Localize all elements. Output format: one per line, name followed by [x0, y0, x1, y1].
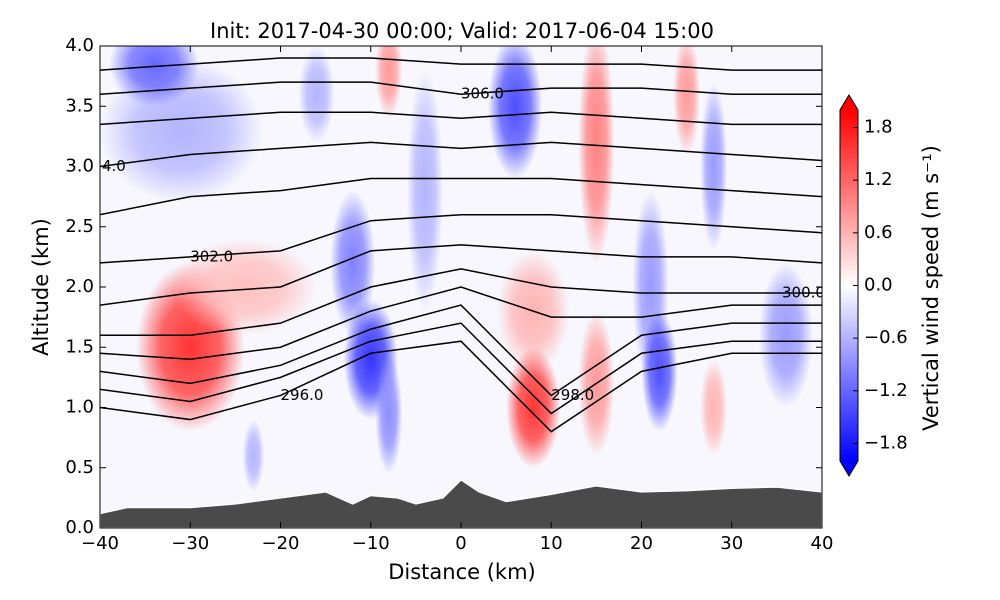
contour-label: 300.0: [782, 284, 825, 302]
colorbar-extend-min: [840, 461, 858, 476]
contour-label: 4.0: [102, 157, 126, 175]
y-tick-label: 3.0: [65, 156, 94, 177]
colorbar-tick-label: 0.6: [864, 222, 893, 243]
isentrope: [100, 322, 822, 415]
colorbar: [840, 110, 858, 461]
updraft-feature: [758, 262, 813, 408]
isentrope: [100, 213, 822, 264]
colorbar-tick-label: 1.8: [864, 117, 893, 138]
updraft-feature: [641, 311, 678, 432]
y-tick-label: 1.5: [65, 336, 94, 357]
isentrope: [100, 81, 822, 95]
colorbar-tick-label: −1.8: [864, 432, 908, 453]
updraft-feature: [242, 419, 265, 492]
y-tick-label: 2.5: [65, 216, 94, 237]
colorbar-tick-label: −0.6: [864, 327, 908, 348]
colorbar-extend-max: [840, 95, 858, 110]
colorbar-frame: [839, 94, 859, 477]
isentrope: [100, 268, 822, 336]
isentrope: [100, 57, 822, 71]
updraft-feature: [375, 353, 403, 474]
colorbar-tick-label: 0.0: [864, 275, 893, 296]
updraft-feature: [406, 70, 443, 312]
y-tick-label: 4.0: [65, 35, 94, 56]
x-axis-label: Distance (km): [388, 560, 536, 584]
updraft-feature: [506, 347, 561, 468]
contour-label: 302.0: [190, 247, 233, 265]
isentrope: [100, 244, 822, 306]
contour-label: 296.0: [281, 386, 324, 404]
field: 296.0 298.0 300.0 302.0 4.0 306.0: [100, 46, 825, 528]
y-tick-label: 0.5: [65, 457, 94, 478]
updraft-feature: [109, 46, 200, 107]
isentrope: [100, 340, 822, 433]
isentrope: [100, 111, 822, 126]
updraft-feature: [298, 46, 335, 143]
isentrope: [100, 286, 822, 361]
isentrope: [100, 177, 822, 216]
x-tick-label: 0: [455, 533, 466, 554]
x-tick-label: −20: [262, 533, 300, 554]
updraft-feature: [172, 238, 317, 336]
x-tick-label: 30: [720, 533, 743, 554]
y-tick-label: 0.0: [65, 517, 94, 538]
y-tick-label: 2.0: [65, 276, 94, 297]
x-tick-label: −10: [352, 533, 390, 554]
contour-label: 298.0: [551, 386, 594, 404]
chart-title: Init: 2017-04-30 00:00; Valid: 2017-06-0…: [210, 19, 714, 43]
updraft-feature: [375, 46, 403, 119]
colorbar-tick-label: 1.2: [864, 169, 893, 190]
updraft-feature: [488, 46, 543, 179]
x-tick-label: −30: [171, 533, 209, 554]
y-axis-label: Altitude (km): [29, 218, 53, 356]
updraft-feature: [578, 46, 615, 263]
updraft-feature: [700, 359, 728, 456]
updraft-feature: [673, 46, 701, 155]
y-tick-label: 3.5: [65, 95, 94, 116]
x-tick-label: 20: [630, 533, 653, 554]
contour-label: 306.0: [461, 85, 504, 103]
overlay: −40 −30 −20 −10 0 10 20 30 40 0.0 0.5 1.0 1.5 2.0 2.5 3…: [65, 35, 907, 554]
x-tick-label: 40: [811, 533, 834, 554]
x-tick-label: −40: [81, 533, 119, 554]
updraft-feature: [700, 82, 728, 251]
isentrope: [100, 141, 822, 168]
terrain: [100, 478, 822, 528]
colorbar-label: Vertical wind speed (m s⁻¹): [919, 145, 943, 431]
isentrope: [100, 304, 822, 397]
x-tick-label: 10: [540, 533, 563, 554]
y-tick-label: 1.0: [65, 397, 94, 418]
colorbar-tick-label: −1.2: [864, 380, 908, 401]
